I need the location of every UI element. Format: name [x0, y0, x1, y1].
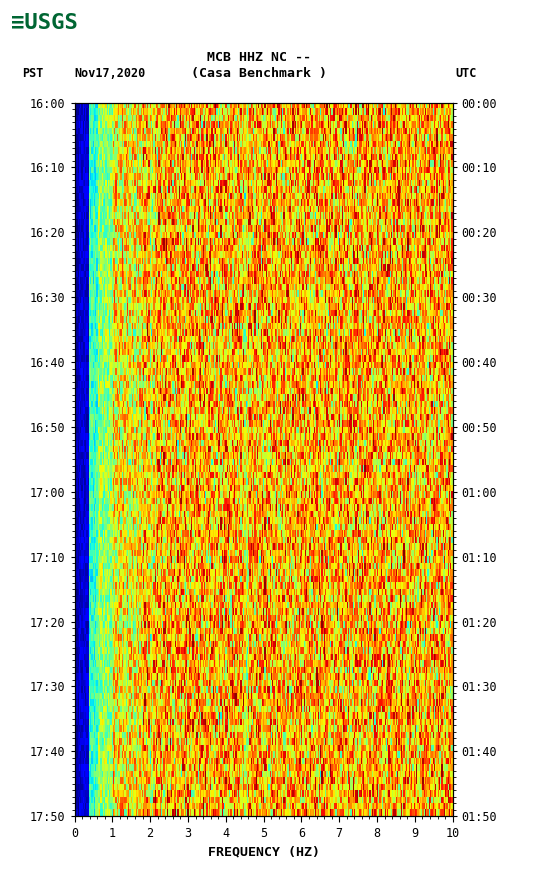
- Text: UTC: UTC: [455, 67, 477, 79]
- Text: ≡USGS: ≡USGS: [11, 13, 78, 33]
- Text: PST: PST: [22, 67, 44, 79]
- Text: Nov17,2020: Nov17,2020: [75, 67, 146, 79]
- Text: (Casa Benchmark ): (Casa Benchmark ): [192, 67, 327, 79]
- X-axis label: FREQUENCY (HZ): FREQUENCY (HZ): [208, 845, 320, 858]
- Text: MCB HHZ NC --: MCB HHZ NC --: [208, 52, 311, 64]
